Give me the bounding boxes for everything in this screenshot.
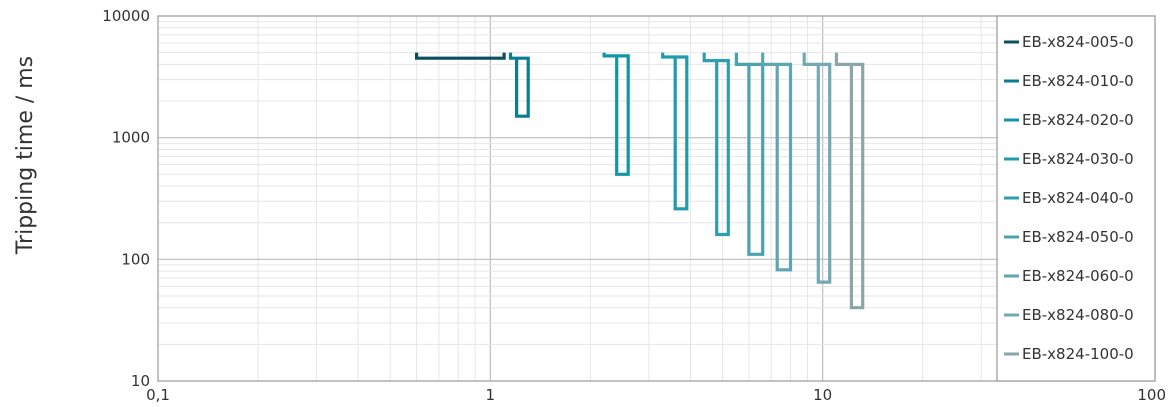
y-tick-label: 1000 xyxy=(112,129,150,147)
tick-labels: 0,1 1 10 100 10 100 1000 10000 xyxy=(102,7,1166,404)
y-tick-label: 10 xyxy=(131,372,150,390)
x-tick-label: 100 xyxy=(1137,386,1166,404)
legend-label: EB-x824-060-0 xyxy=(1022,267,1134,285)
legend-label: EB-x824-050-0 xyxy=(1022,228,1134,246)
legend-frame xyxy=(996,15,1156,382)
legend-label: EB-x824-005-0 xyxy=(1022,33,1134,51)
series-line xyxy=(602,52,630,176)
legend: EB-x824-005-0 EB-x824-010-0 EB-x824-020-0 E… xyxy=(996,15,1156,382)
legend-label: EB-x824-020-0 xyxy=(1022,111,1134,129)
x-tick-label: 0,1 xyxy=(146,386,170,404)
series-line xyxy=(661,52,689,211)
series-line xyxy=(761,52,793,272)
series-line xyxy=(802,52,832,284)
series-line xyxy=(415,52,506,60)
legend-label: EB-x824-030-0 xyxy=(1022,150,1134,168)
series-line xyxy=(702,52,730,237)
series-line xyxy=(834,52,865,310)
y-axis-label: Tripping time / ms xyxy=(13,56,38,255)
y-tick-label: 10000 xyxy=(102,7,150,25)
series-layer xyxy=(415,52,865,310)
series-line xyxy=(508,52,530,118)
legend-label: EB-x824-080-0 xyxy=(1022,306,1134,324)
legend-label: EB-x824-040-0 xyxy=(1022,189,1134,207)
y-tick-label: 100 xyxy=(121,250,150,268)
x-tick-label: 10 xyxy=(813,386,832,404)
x-tick-label: 1 xyxy=(486,386,496,404)
legend-label: EB-x824-100-0 xyxy=(1022,345,1134,363)
legend-label: EB-x824-010-0 xyxy=(1022,72,1134,90)
series-line xyxy=(734,52,765,256)
